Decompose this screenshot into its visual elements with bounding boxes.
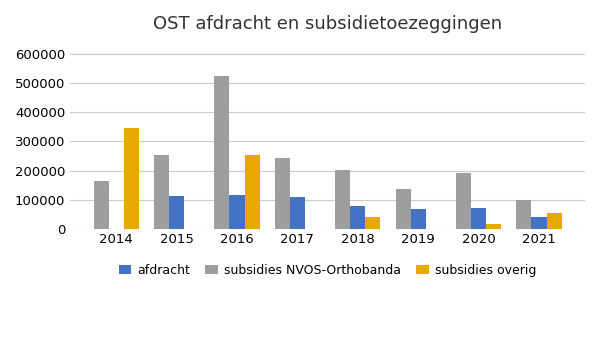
Bar [486,224,501,228]
Bar [94,181,109,228]
Bar [456,174,471,228]
Title: OST afdracht en subsidietoezeggingen: OST afdracht en subsidietoezeggingen [153,15,502,33]
Bar [214,76,229,228]
Bar [471,208,486,228]
Bar [350,206,365,228]
Bar [395,189,410,228]
Bar [532,217,547,228]
Bar [290,197,305,228]
Bar [275,158,290,228]
Bar [154,155,169,228]
Bar [335,170,350,228]
Bar [517,200,532,228]
Bar [169,196,184,228]
Bar [410,209,426,228]
Bar [365,217,380,228]
Bar [124,129,139,228]
Legend: afdracht, subsidies NVOS-Orthobanda, subsidies overig: afdracht, subsidies NVOS-Orthobanda, sub… [114,259,541,282]
Bar [229,195,245,228]
Bar [547,213,562,228]
Bar [245,155,260,228]
